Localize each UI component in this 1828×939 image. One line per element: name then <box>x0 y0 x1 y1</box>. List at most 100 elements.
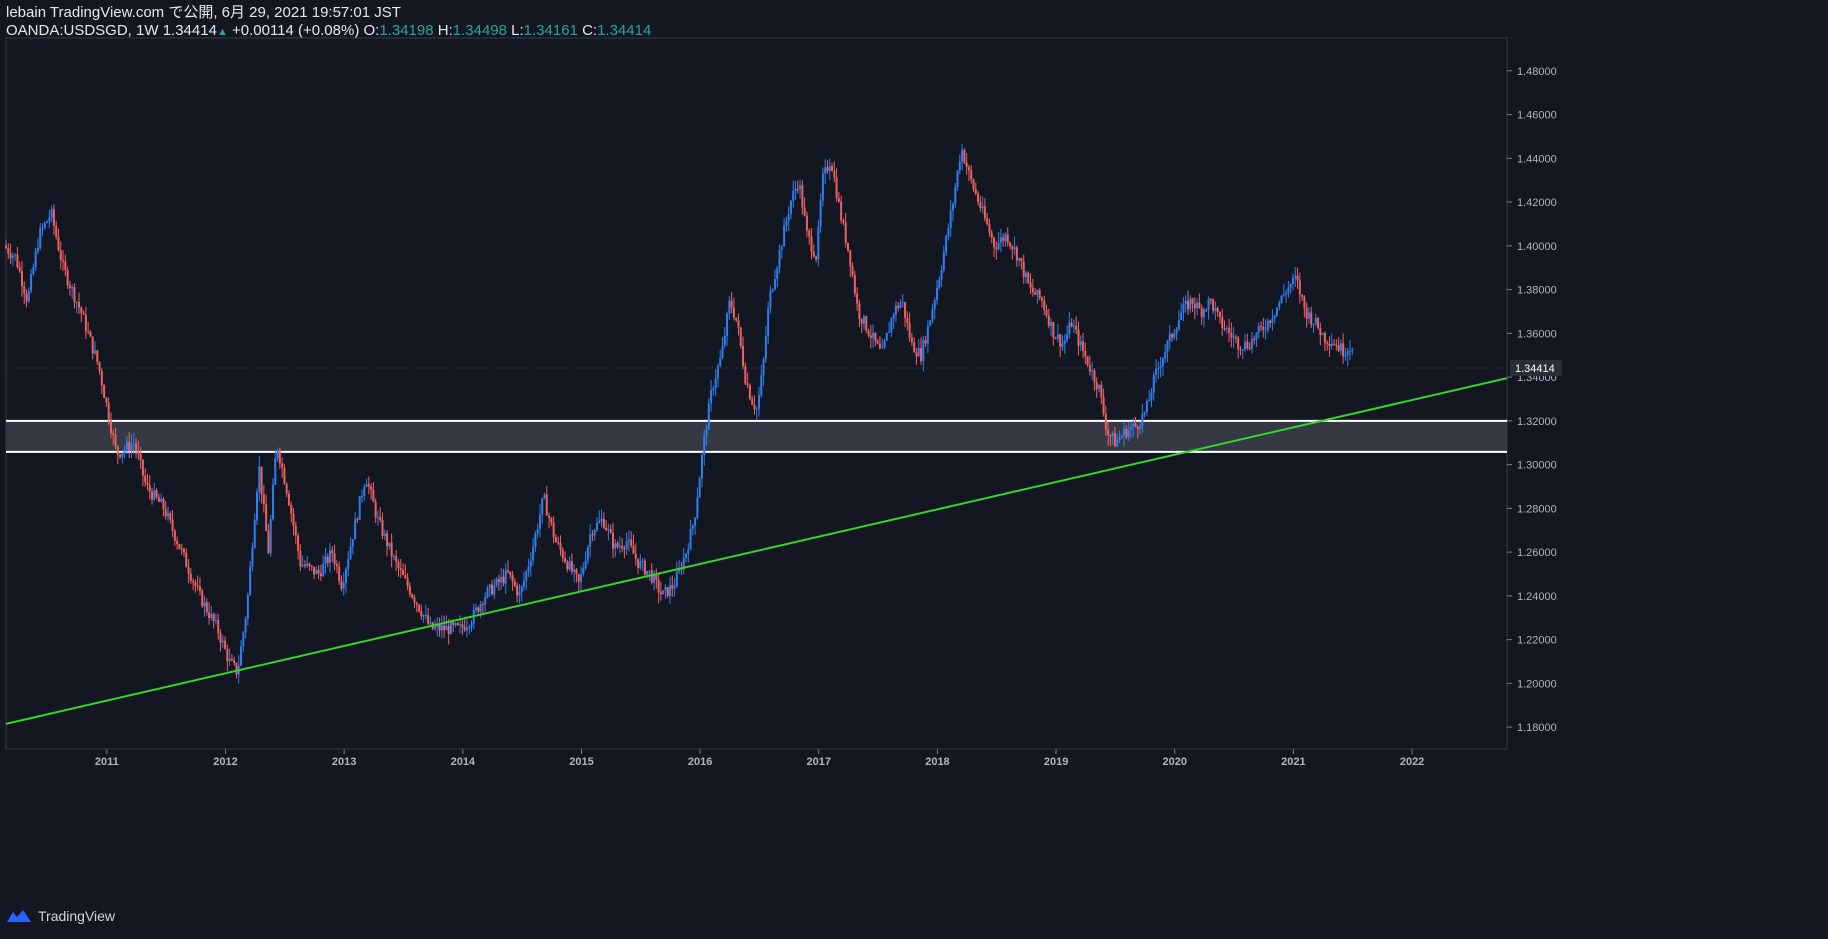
candle-body <box>335 564 338 567</box>
up-arrow-icon: ▲ <box>216 26 228 38</box>
candle-body <box>977 193 980 203</box>
candle-body <box>39 228 42 248</box>
candle-body <box>456 623 459 625</box>
candle-body <box>1330 343 1333 347</box>
chart-header: lebain TradingView.com で公開, 6月 29, 2021 … <box>6 4 651 41</box>
candle-body <box>1027 272 1030 283</box>
candle-body <box>235 663 238 675</box>
candle-body <box>979 202 982 209</box>
candle-body <box>554 537 557 543</box>
candle-body <box>931 309 934 321</box>
candle-body <box>595 522 598 531</box>
candle-body <box>1132 423 1135 428</box>
candle-body <box>684 553 687 558</box>
candle-body <box>808 230 811 237</box>
candle-body <box>605 527 608 531</box>
candle-body <box>844 222 847 243</box>
candle-body <box>739 327 742 346</box>
candle-body <box>744 366 747 384</box>
candle-body <box>958 161 961 171</box>
candle-body <box>970 170 973 180</box>
candle-body <box>773 279 776 290</box>
candle-body <box>1246 341 1249 349</box>
candle-body <box>109 420 112 434</box>
candle-body <box>817 226 820 260</box>
candle-body <box>1136 426 1139 430</box>
candle-body <box>281 463 284 468</box>
candle-body <box>502 576 505 584</box>
candle-body <box>468 627 471 629</box>
candle-body <box>634 553 637 559</box>
candle-body <box>244 618 247 633</box>
candle-body <box>424 614 427 616</box>
candle-body <box>942 252 945 271</box>
candle-body <box>23 286 26 294</box>
candle-body <box>87 331 90 333</box>
candle-body <box>550 518 553 523</box>
candle-body <box>878 343 881 349</box>
candle-body <box>593 530 596 536</box>
candle-body <box>972 179 975 189</box>
candle-body <box>55 225 58 237</box>
candle-body <box>285 483 288 494</box>
candle-body <box>691 525 694 529</box>
candle-body <box>75 302 78 304</box>
candle-body <box>922 340 925 362</box>
candle-body <box>221 640 224 643</box>
candle-body <box>333 553 336 565</box>
candle-body <box>1148 399 1151 402</box>
candle-body <box>36 247 39 252</box>
candle-body <box>1168 333 1171 342</box>
candle-body <box>1054 337 1057 339</box>
candle-body <box>700 455 703 479</box>
candle-body <box>516 585 519 596</box>
candle-body <box>365 484 368 487</box>
candle-body <box>390 542 393 557</box>
candle-body <box>59 250 62 261</box>
candle-body <box>379 517 382 520</box>
candle-body <box>34 251 37 268</box>
high-label: H: <box>437 22 453 39</box>
candle-body <box>767 307 770 337</box>
candle-body <box>436 624 439 627</box>
candle-body <box>1351 349 1354 351</box>
x-tick-label: 2021 <box>1281 756 1305 768</box>
candle-body <box>1221 316 1224 328</box>
ohlc-legend: OANDA:USDSGD, 1W 1.34414▲ +0.00114 (+0.0… <box>6 22 651 41</box>
candle-body <box>1264 329 1267 331</box>
candle-body <box>623 548 626 550</box>
candle-body <box>963 149 966 163</box>
candle-body <box>753 404 756 409</box>
candle-body <box>326 556 329 563</box>
candle-body <box>532 547 535 561</box>
candle-body <box>1218 311 1221 317</box>
candle-body <box>858 303 861 320</box>
candle-body <box>1166 341 1169 352</box>
candle-body <box>616 543 619 547</box>
candle-body <box>637 558 640 568</box>
candle-body <box>819 200 822 227</box>
candle-body <box>1024 272 1027 277</box>
candle-body <box>785 220 788 226</box>
candle-body <box>867 330 870 336</box>
candle-body <box>265 504 268 531</box>
candle-body <box>303 564 306 566</box>
candle-body <box>497 578 500 583</box>
candle-body <box>1230 332 1233 338</box>
candle-body <box>639 561 642 568</box>
candle-body <box>1317 318 1320 329</box>
candle-body <box>324 556 327 564</box>
candle-body <box>961 149 964 162</box>
close-value: 1.34414 <box>597 22 652 39</box>
candle-body <box>545 494 548 516</box>
candle-body <box>580 574 583 582</box>
candle-body <box>1134 423 1137 427</box>
candle-body <box>9 253 12 258</box>
candle-body <box>14 254 17 256</box>
candle-body <box>308 563 311 566</box>
candle-body <box>1177 320 1180 330</box>
candle-body <box>89 331 92 337</box>
candle-body <box>32 267 35 274</box>
candle-body <box>851 266 854 276</box>
